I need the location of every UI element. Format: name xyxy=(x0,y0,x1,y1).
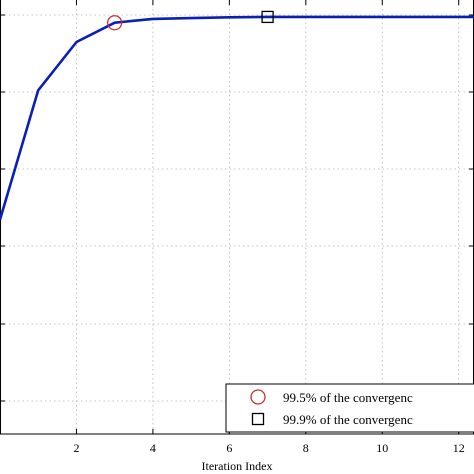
x-tick-label: 6 xyxy=(226,441,232,455)
x-tick-label: 8 xyxy=(303,441,309,455)
x-tick-label: 2 xyxy=(73,441,79,455)
x-tick-label: 12 xyxy=(453,441,465,455)
marker-layer xyxy=(107,10,274,31)
legend: 99.5% of the convergenc 99.9% of the conv… xyxy=(225,383,474,433)
legend-label: 99.9% of the convergenc xyxy=(283,412,413,427)
grid-lines xyxy=(0,0,474,434)
legend-label: 99.5% of the convergenc xyxy=(283,390,413,405)
convergence-999-marker xyxy=(261,10,274,24)
legend-circle-icon xyxy=(250,389,266,405)
legend-square-icon xyxy=(251,412,265,426)
x-axis-label: Iteration Index xyxy=(202,459,273,473)
legend-box xyxy=(225,383,474,433)
series-layer xyxy=(0,15,474,220)
series-line xyxy=(0,15,474,220)
convergence-995-marker xyxy=(107,15,123,31)
x-tick-label: 4 xyxy=(150,441,156,455)
x-tick-label: 10 xyxy=(376,441,388,455)
x-tick-labels: 2 4 6 8 10 12 xyxy=(73,441,464,455)
